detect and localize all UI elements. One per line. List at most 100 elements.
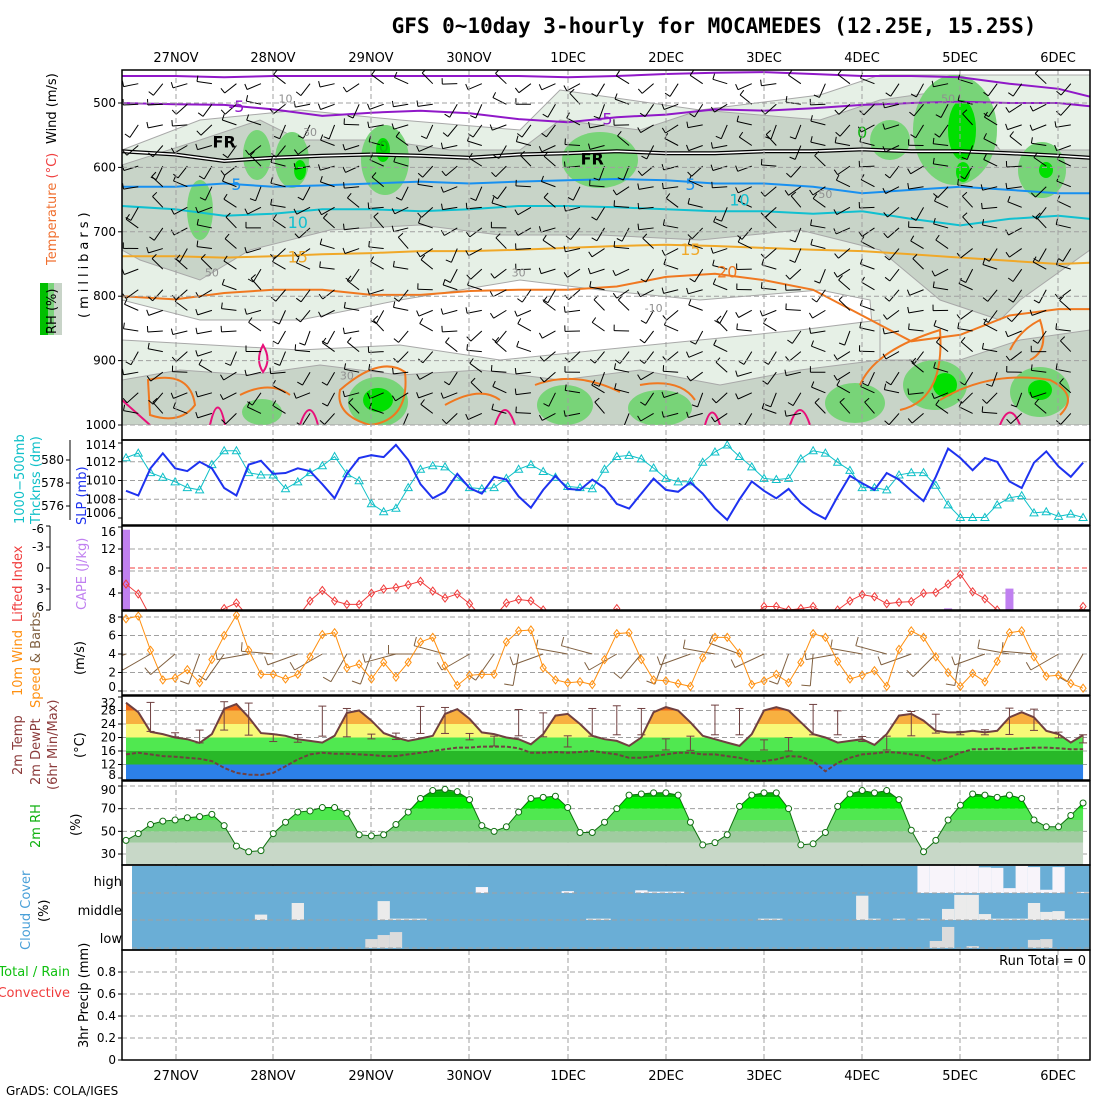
- wind-barb-flag: [220, 109, 226, 115]
- wind-barb-flag: [270, 198, 273, 205]
- wind-barb-flag: [297, 381, 303, 386]
- wind-barb-flag: [1059, 676, 1068, 683]
- wind-barb: [794, 227, 802, 243]
- wind-barb-flag: [1009, 131, 1014, 137]
- wind-barb: [222, 119, 237, 126]
- wind-barb-flag: [735, 187, 739, 194]
- wind-barb: [300, 289, 311, 303]
- thickness-point: [587, 483, 598, 493]
- wind-barb: [568, 289, 581, 300]
- wind-barb-flag: [465, 83, 469, 90]
- wind-barb: [598, 372, 605, 387]
- wind-barb: [964, 165, 974, 180]
- wind-barb: [152, 392, 164, 405]
- wind-barb-flag: [538, 414, 543, 421]
- wind-barb-flag: [222, 175, 226, 182]
- wind-speed-point: [1018, 626, 1026, 636]
- wind-barb: [493, 309, 507, 319]
- wind-barb-flag: [1005, 123, 1008, 130]
- wind-barb: [1035, 186, 1047, 198]
- wind-barb: [225, 216, 237, 229]
- li-tick-label: -6: [32, 522, 44, 536]
- wind-barb-flag: [587, 267, 591, 274]
- wind-barb-flag: [957, 322, 960, 329]
- rh-point: [515, 808, 523, 816]
- wind-barb-flag: [813, 94, 820, 98]
- wind-barb-flag: [495, 233, 501, 239]
- wind-barb: [617, 299, 630, 311]
- wind-barb: [369, 392, 384, 400]
- wind-barb: [712, 145, 728, 149]
- wind-barb: [809, 653, 814, 686]
- cloud-bar-high: [1027, 867, 1041, 893]
- wind-barb-flag: [416, 145, 420, 152]
- rh-point: [490, 827, 498, 835]
- wind-barb-flag: [838, 275, 843, 281]
- wind-barb: [939, 124, 949, 138]
- wind-barb: [1034, 403, 1047, 414]
- wind-barb-flag: [713, 216, 717, 222]
- wind-barb: [861, 281, 875, 291]
- wind-barb-flag: [1032, 256, 1037, 263]
- rh-band: [126, 791, 1084, 798]
- wind-barb-flag: [489, 124, 493, 131]
- wind-barb-flag: [444, 279, 451, 283]
- wind-barb-flag: [1007, 196, 1011, 202]
- wind-barb: [126, 145, 139, 156]
- wind-barb: [320, 181, 335, 188]
- wind-barb: [982, 206, 998, 210]
- wind-barb-flag: [931, 80, 934, 87]
- wind-barb: [320, 103, 335, 110]
- wind-barb: [467, 83, 483, 91]
- wind-barb: [326, 371, 336, 386]
- wind-barb: [449, 104, 458, 118]
- wind-speed-point: [748, 679, 756, 690]
- wind-barb-flag: [343, 182, 345, 189]
- contour-label: 0: [857, 123, 867, 142]
- wind-barb-flag: [244, 369, 247, 376]
- wind-barb: [344, 145, 360, 151]
- wind-barb-flag: [293, 149, 299, 155]
- lifted-index-axis-title: Lifted Index: [11, 545, 26, 622]
- wind-barb-flag: [247, 278, 254, 283]
- wind-barb: [419, 323, 433, 332]
- wind-barb-flag: [125, 214, 130, 220]
- wind-speed-point: [870, 665, 879, 676]
- wind-barb: [1011, 310, 1023, 322]
- cloud-bar-middle: [868, 918, 881, 920]
- wind-barb: [987, 310, 998, 323]
- wind-barb-flag: [1033, 299, 1040, 304]
- temp-band: [126, 710, 1084, 724]
- thickness-point: [673, 476, 684, 486]
- wind-barb-flag: [785, 274, 791, 280]
- wind-barb-flag: [144, 667, 151, 675]
- thickness-point: [918, 467, 929, 477]
- wind-barb-flag: [391, 123, 395, 130]
- wind-barb: [593, 299, 605, 311]
- wind-barb: [252, 268, 262, 283]
- wind-barb-flag: [661, 103, 665, 110]
- wind-barb: [541, 181, 556, 188]
- wind-barb-flag: [516, 340, 520, 347]
- wind-barb-flag: [933, 217, 936, 225]
- li-point: [515, 594, 523, 605]
- wind-barb: [889, 268, 900, 282]
- wind-barb: [419, 371, 433, 380]
- wind-barb: [224, 83, 237, 94]
- wind-barb: [743, 351, 753, 365]
- thickness-point: [378, 506, 389, 516]
- wind-barb: [715, 361, 728, 373]
- wind-barb-flag: [224, 362, 231, 366]
- wind-barb: [227, 145, 237, 158]
- li-point: [956, 569, 964, 580]
- wind-barb: [420, 403, 434, 414]
- cloud-bar-high: [941, 866, 955, 893]
- wind-barb-flag: [367, 121, 370, 128]
- wind-barb-flag: [244, 83, 248, 90]
- thickness-point: [157, 472, 168, 481]
- wind-speed-point: [588, 679, 596, 690]
- rh-point: [907, 826, 915, 834]
- wind-barb: [810, 120, 826, 126]
- wind-barb-flag: [270, 296, 277, 302]
- wind-barb: [977, 647, 1010, 655]
